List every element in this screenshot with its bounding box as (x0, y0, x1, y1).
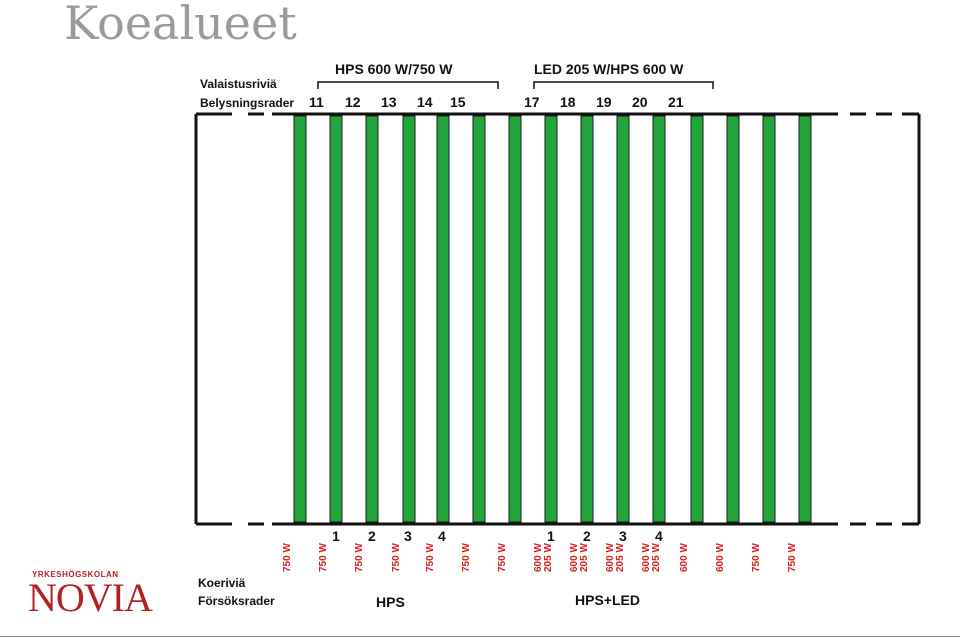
bed-number: 4 (438, 528, 446, 544)
bed-number: 1 (332, 528, 340, 544)
lamp-row (580, 115, 594, 523)
lamp-row (472, 115, 486, 523)
lamp-wattage-label: 205 W (615, 543, 626, 572)
bed-number: 2 (368, 528, 376, 544)
light-row-number: 13 (381, 94, 397, 110)
lamp-row (402, 115, 416, 523)
lamp-wattage-label: 750 W (391, 543, 402, 572)
page-title: Koealueet (64, 0, 297, 50)
lamp-wattage-label: 750 W (787, 543, 798, 572)
light-rows-label-sv: Belysningsrader (200, 96, 295, 110)
footer-divider (0, 636, 960, 637)
lamp-wattage-label: 600 W (641, 543, 652, 572)
lamp-wattage-label: 205 W (651, 543, 662, 572)
lamp-row (616, 115, 630, 523)
hps-led-section-label: HPS+LED (575, 592, 640, 608)
logo-small-text: YRKESHÖGSKOLAN (32, 570, 119, 579)
lamp-row (544, 115, 558, 523)
lamp-row (508, 115, 522, 523)
group-label-led: LED 205 W/HPS 600 W (534, 61, 684, 77)
lamp-row (365, 115, 379, 523)
light-row-number: 19 (596, 94, 612, 110)
group-label-hps: HPS 600 W/750 W (335, 61, 453, 77)
lamp-wattage-label: 600 W (605, 543, 616, 572)
lamp-wattage-label: 600 W (715, 543, 726, 572)
bed-number: 4 (655, 528, 663, 544)
lamp-wattage-label: 750 W (497, 543, 508, 572)
lamp-wattage-label: 750 W (354, 543, 365, 572)
lamp-row (436, 115, 450, 523)
lamp-row (652, 115, 666, 523)
light-row-number: 11 (309, 94, 324, 110)
lamp-row (293, 115, 307, 523)
light-row-number: 15 (450, 94, 466, 110)
lamp-row (762, 115, 776, 523)
lamp-wattage-label: 600 W (679, 543, 690, 572)
lamp-wattage-label: 750 W (751, 543, 762, 572)
greenhouse-frame (194, 112, 921, 526)
light-row-number: 17 (524, 94, 540, 110)
lamp-wattage-label: 750 W (425, 543, 436, 572)
light-row-number: 20 (632, 94, 648, 110)
hps-group-bracket (317, 81, 499, 89)
lamp-wattage-label: 205 W (543, 543, 554, 572)
logo-main-text: NOVIA (28, 575, 153, 620)
lamp-wattage-label: 600 W (569, 543, 580, 572)
lamp-row (798, 115, 812, 523)
beds-label-fi: Koeriviä (198, 576, 246, 590)
lamp-wattage-label: 750 W (461, 543, 472, 572)
light-row-number: 12 (345, 94, 361, 110)
lamp-wattage-label: 205 W (579, 543, 590, 572)
led-group-bracket (533, 81, 714, 89)
bed-number: 3 (404, 528, 412, 544)
light-row-number: 14 (417, 94, 433, 110)
lamp-wattage-label: 750 W (282, 543, 293, 572)
lamp-wattage-label: 750 W (318, 543, 329, 572)
light-rows-label-fi: Valaistusriviä (200, 77, 277, 91)
lamp-row (690, 115, 704, 523)
light-row-number: 21 (668, 94, 684, 110)
lamp-wattage-label: 600 W (533, 543, 544, 572)
lamp-row (329, 115, 343, 523)
beds-label-sv: Försöksrader (198, 594, 275, 608)
lamp-row (726, 115, 740, 523)
hps-section-label: HPS (376, 594, 405, 610)
bed-number: 1 (547, 528, 555, 544)
bed-number: 3 (619, 528, 627, 544)
bed-number: 2 (583, 528, 591, 544)
light-row-number: 18 (560, 94, 576, 110)
